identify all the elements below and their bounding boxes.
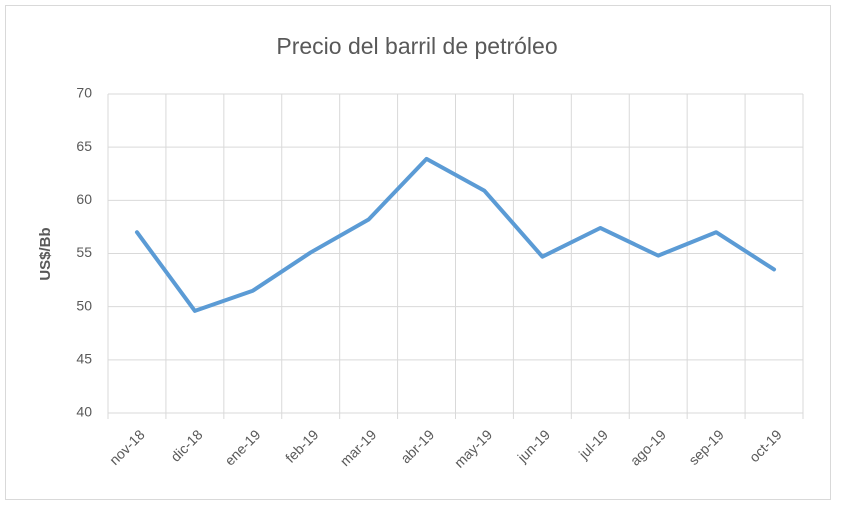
y-tick-label: 70: [76, 85, 92, 101]
y-tick-label: 65: [76, 138, 92, 154]
y-tick-label: 45: [76, 351, 92, 367]
y-axis-label: US$/Bb: [37, 227, 54, 280]
chart-border: [5, 5, 831, 500]
y-tick-label: 40: [76, 404, 92, 420]
y-tick-label: 50: [76, 297, 92, 313]
chart-title: Precio del barril de petróleo: [276, 33, 557, 59]
y-tick-label: 55: [76, 244, 92, 260]
line-series: [134, 156, 777, 313]
y-tick-label: 60: [76, 191, 92, 207]
